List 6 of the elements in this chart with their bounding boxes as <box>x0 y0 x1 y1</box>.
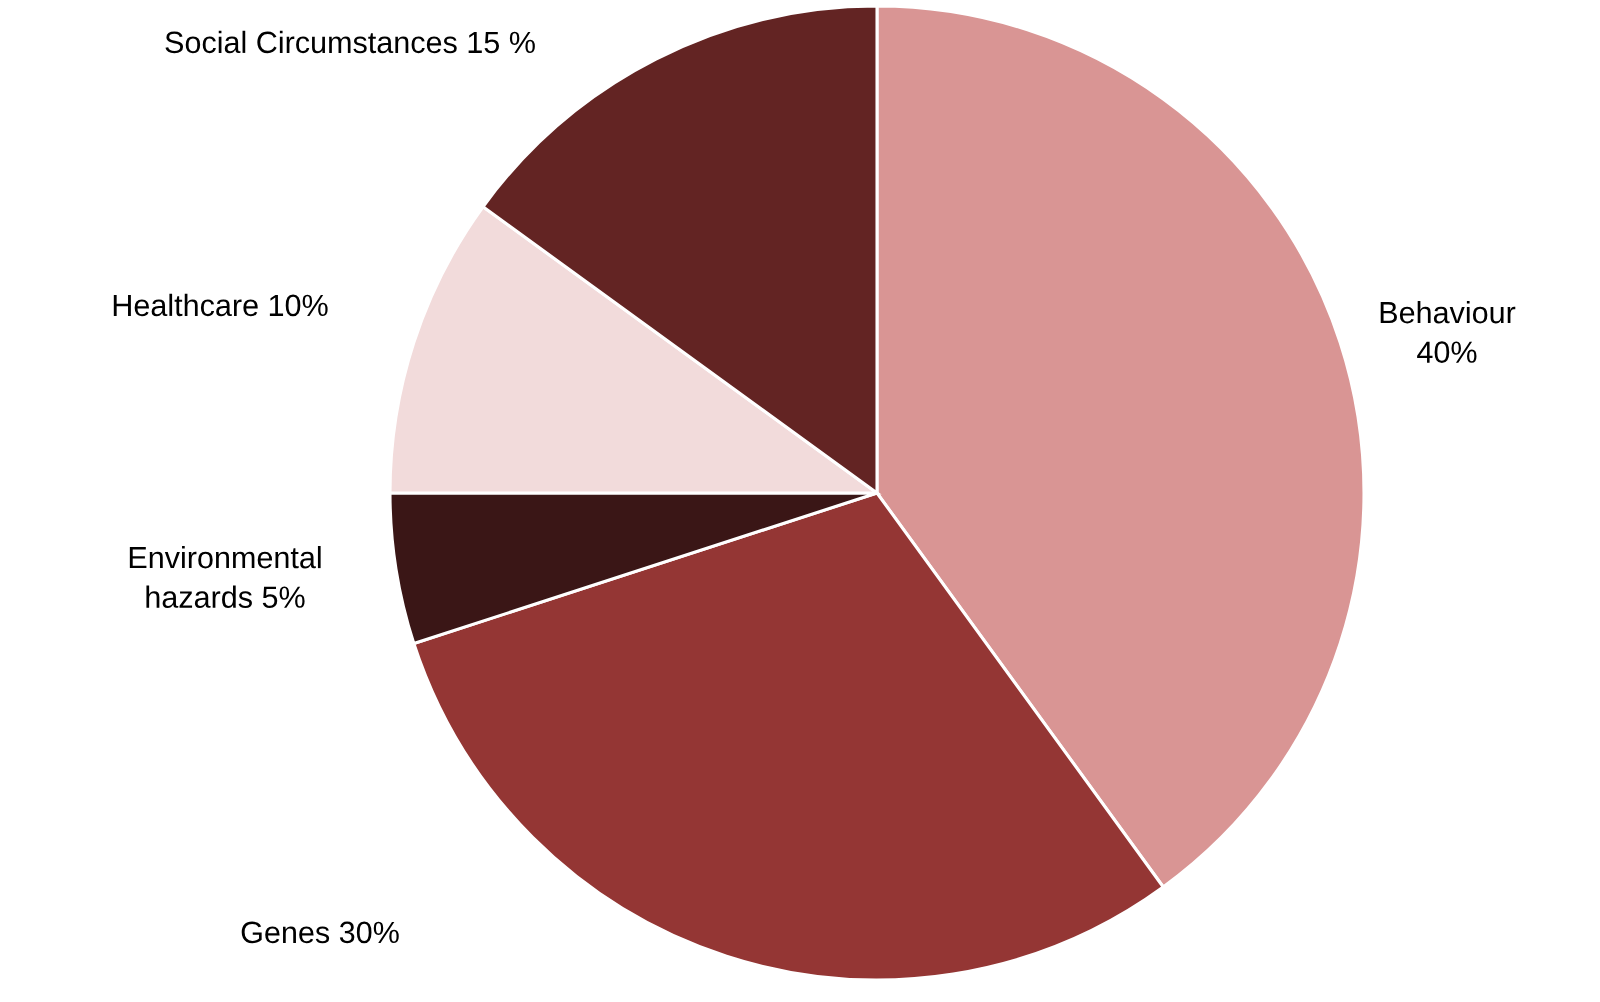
slice-label: Genes 30% <box>241 921 399 944</box>
slice-label: Environmental hazards 5% <box>129 545 321 608</box>
slice-label: Behaviour <box>1380 300 1516 324</box>
slice-label: Social Circumstances 15 % <box>165 30 535 54</box>
data-label: 40% <box>1417 341 1477 363</box>
slice-label: Healthcare 10% <box>113 293 328 317</box>
